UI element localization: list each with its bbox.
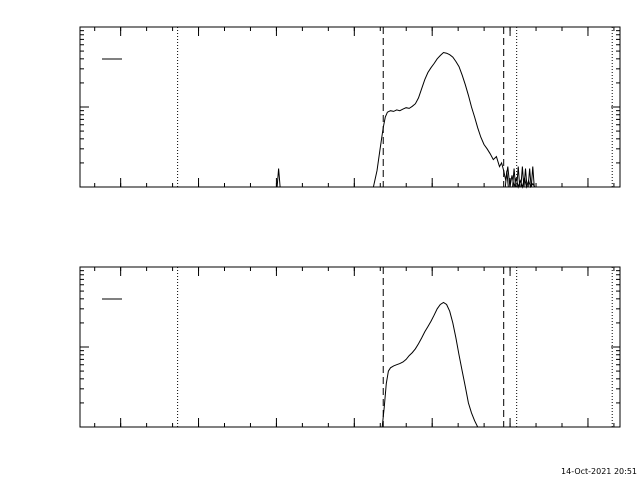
footer-timestamp: 14-Oct-2021 20:51 xyxy=(561,467,637,476)
lo-data-spike xyxy=(520,166,525,188)
lo-data-spike xyxy=(523,168,528,188)
lo-channel-panel xyxy=(79,26,621,189)
lo-data-spike xyxy=(516,166,521,188)
hi-series-line xyxy=(381,301,479,428)
lo-data-spike xyxy=(530,166,535,188)
lo-series-line xyxy=(372,51,536,189)
hi-plot-frame xyxy=(79,266,621,428)
lo-plot-frame xyxy=(79,26,621,188)
hi-channel-panel xyxy=(79,266,621,428)
lo-data-spike xyxy=(276,168,281,188)
